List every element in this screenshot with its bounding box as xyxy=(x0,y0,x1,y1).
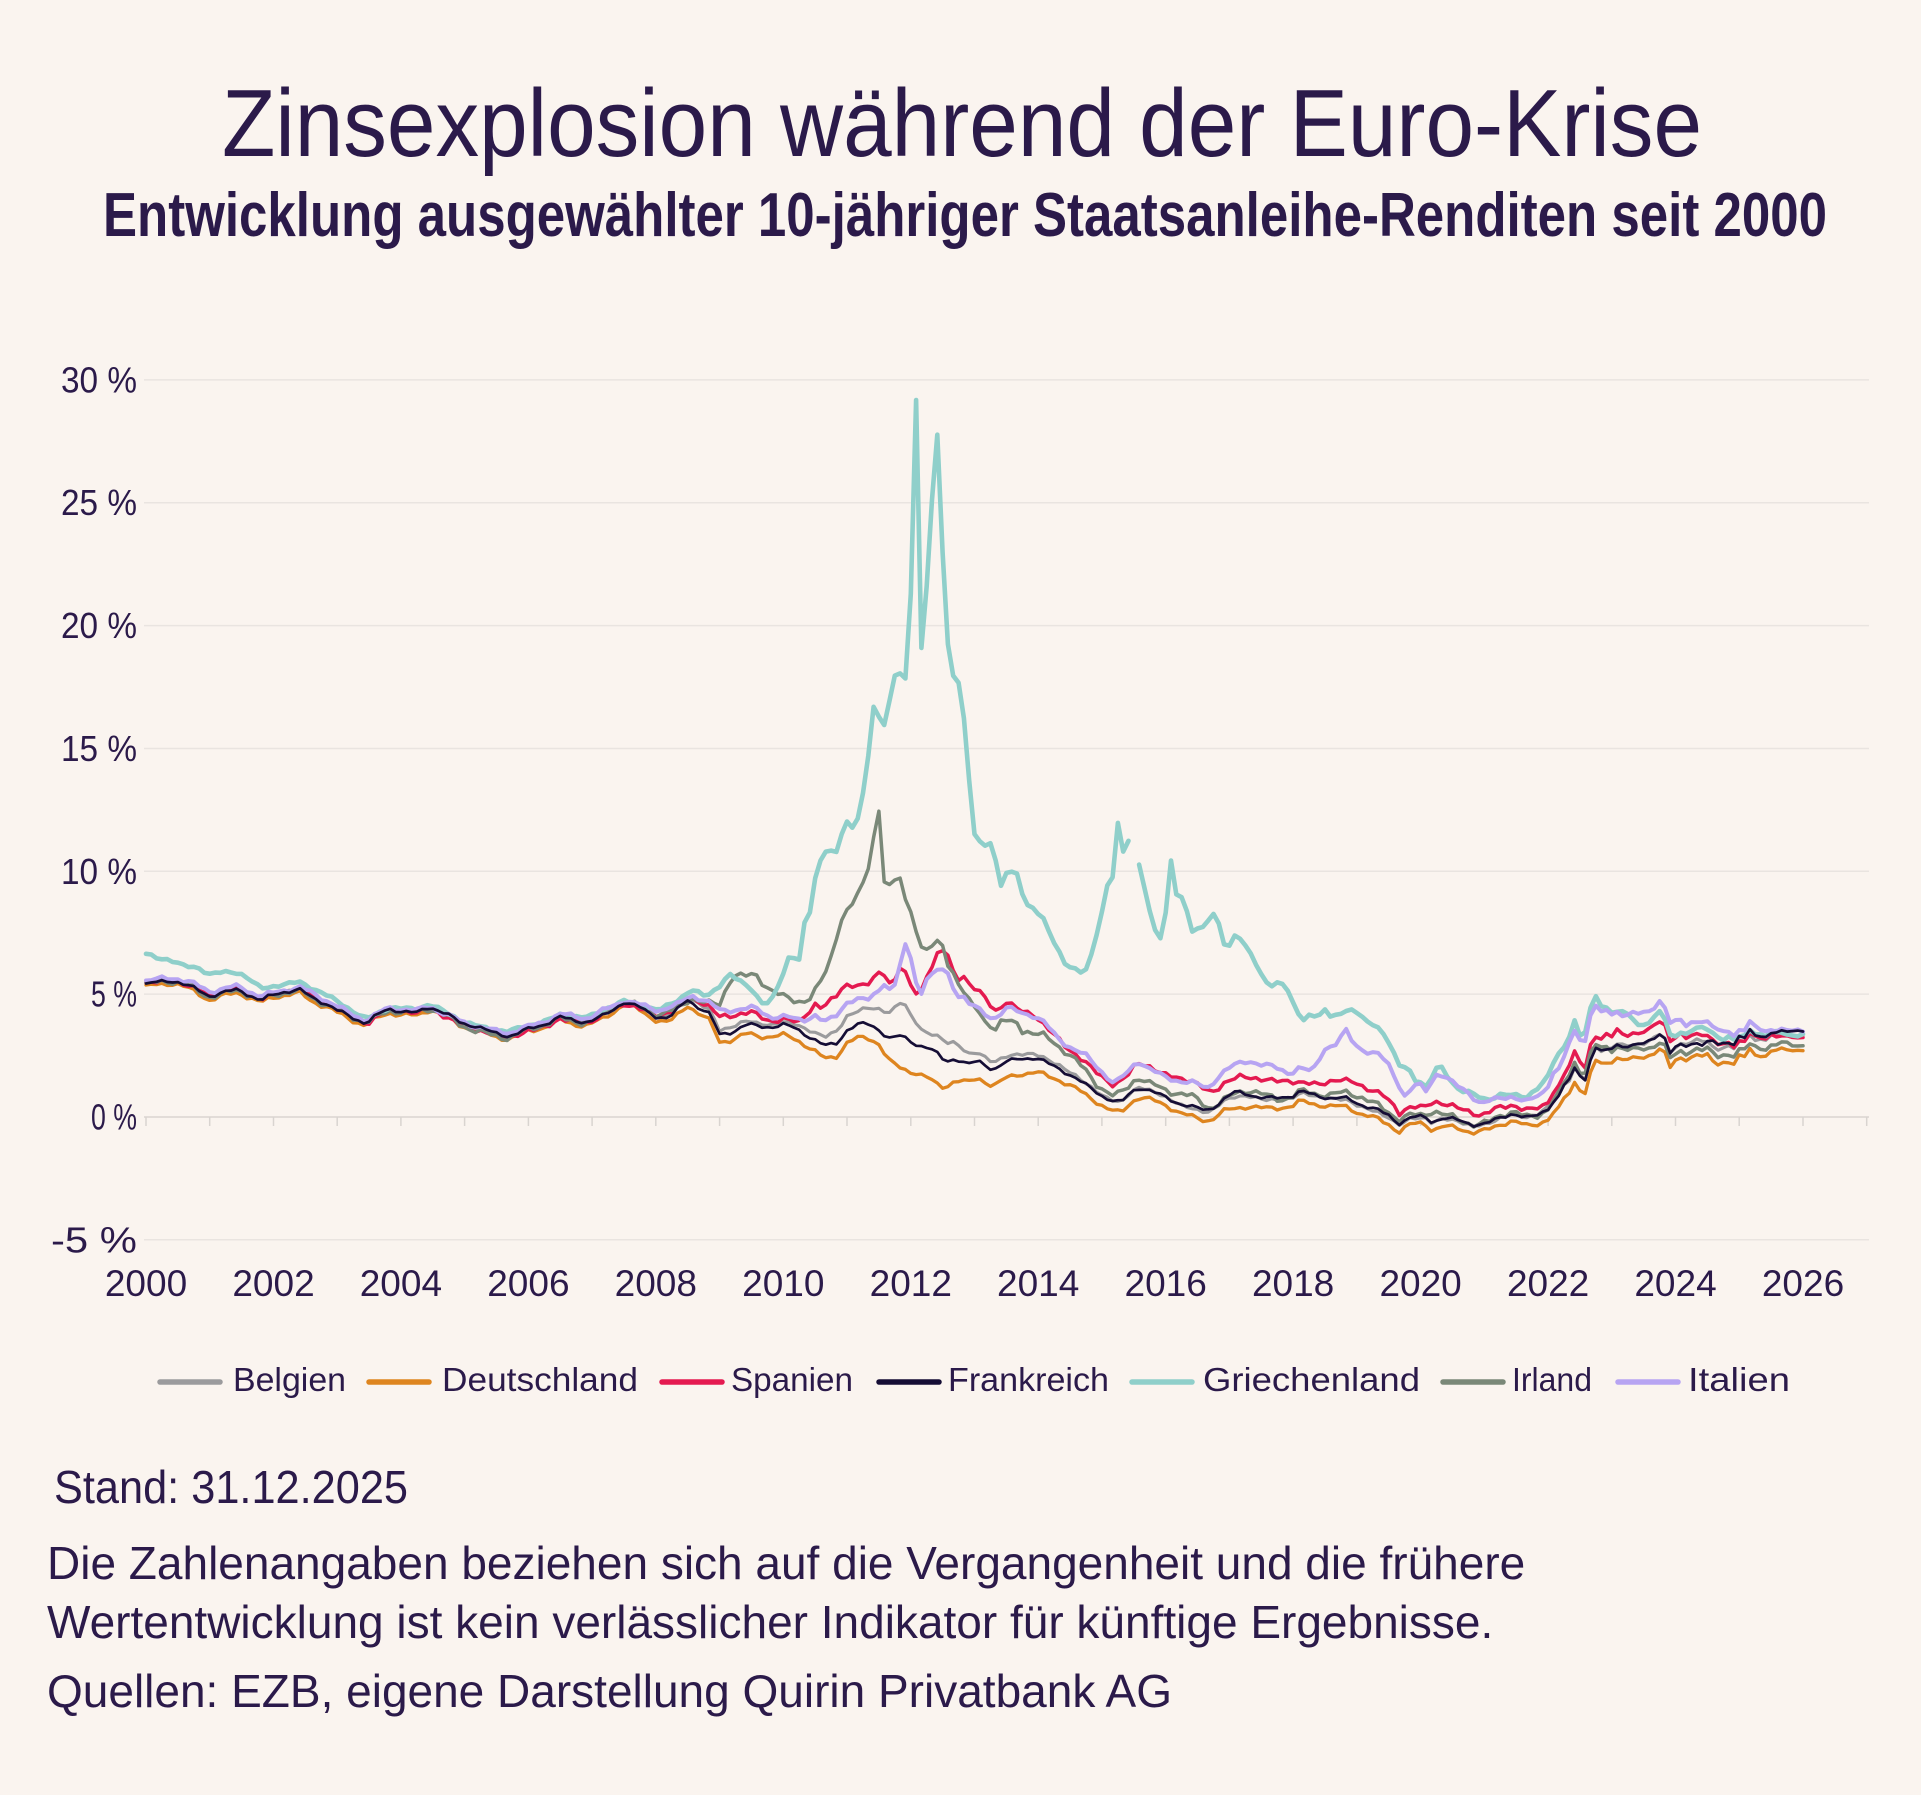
svg-text:Zinsexplosion während der Euro: Zinsexplosion während der Euro-Krise xyxy=(222,70,1702,177)
svg-text:10 %: 10 % xyxy=(61,851,137,892)
svg-text:25 %: 25 % xyxy=(61,482,137,523)
svg-text:2004: 2004 xyxy=(360,1263,442,1304)
svg-text:2010: 2010 xyxy=(742,1263,824,1304)
svg-text:Italien: Italien xyxy=(1688,1361,1790,1398)
svg-text:2012: 2012 xyxy=(870,1263,952,1304)
svg-text:Quellen: EZB, eigene Darstellu: Quellen: EZB, eigene Darstellung Quirin … xyxy=(47,1665,1172,1717)
svg-text:Die Zahlenangaben beziehen sic: Die Zahlenangaben beziehen sich auf die … xyxy=(47,1537,1525,1589)
svg-text:Irland: Irland xyxy=(1512,1361,1592,1398)
svg-text:2024: 2024 xyxy=(1634,1263,1716,1304)
svg-text:Belgien: Belgien xyxy=(233,1361,346,1398)
svg-text:2018: 2018 xyxy=(1252,1263,1334,1304)
svg-text:2014: 2014 xyxy=(997,1263,1079,1304)
svg-text:30 %: 30 % xyxy=(61,359,137,400)
svg-text:20 %: 20 % xyxy=(61,605,137,646)
svg-text:2026: 2026 xyxy=(1762,1263,1844,1304)
svg-text:2002: 2002 xyxy=(232,1263,314,1304)
svg-text:Griechenland: Griechenland xyxy=(1203,1361,1420,1398)
svg-text:15 %: 15 % xyxy=(61,728,137,769)
svg-text:Wertentwicklung ist kein verlä: Wertentwicklung ist kein verlässlicher I… xyxy=(47,1596,1493,1648)
svg-text:5 %: 5 % xyxy=(91,974,137,1015)
svg-text:Stand: 31.12.2025: Stand: 31.12.2025 xyxy=(54,1461,408,1513)
svg-text:2016: 2016 xyxy=(1125,1263,1207,1304)
svg-text:2006: 2006 xyxy=(487,1263,569,1304)
svg-text:2020: 2020 xyxy=(1379,1263,1461,1304)
svg-text:Frankreich: Frankreich xyxy=(948,1361,1109,1398)
svg-text:-5 %: -5 % xyxy=(51,1219,137,1260)
svg-text:2000: 2000 xyxy=(105,1263,187,1304)
svg-text:Spanien: Spanien xyxy=(731,1361,853,1398)
svg-text:2008: 2008 xyxy=(615,1263,697,1304)
svg-text:Deutschland: Deutschland xyxy=(442,1361,638,1398)
svg-text:Entwicklung ausgewählter 10-jä: Entwicklung ausgewählter 10-jähriger Sta… xyxy=(103,181,1827,250)
svg-text:2022: 2022 xyxy=(1507,1263,1589,1304)
svg-text:0 %: 0 % xyxy=(91,1097,137,1138)
